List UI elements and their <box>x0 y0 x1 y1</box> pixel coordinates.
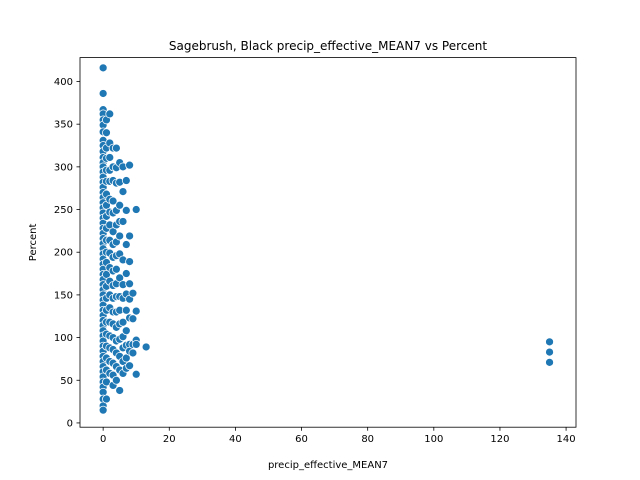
y-tick-label: 350 <box>54 120 73 131</box>
data-point <box>121 305 131 315</box>
data-point <box>115 231 125 241</box>
chart-title: Sagebrush, Black precip_effective_MEAN7 … <box>169 39 487 53</box>
x-tick-label: 140 <box>557 434 576 445</box>
data-point <box>121 206 131 215</box>
data-point <box>115 386 125 395</box>
data-point <box>125 279 134 289</box>
data-point <box>125 160 134 170</box>
data-point <box>121 176 131 185</box>
data-point <box>105 109 115 119</box>
data-point <box>111 143 121 153</box>
y-tick-label: 150 <box>54 290 73 301</box>
data-point <box>118 217 128 226</box>
y-axis-ticks: 0 50 100 150 200 250 300 350 400 <box>54 77 80 429</box>
data-point <box>125 361 134 371</box>
y-tick-label: 100 <box>54 333 73 344</box>
data-point <box>118 317 128 327</box>
data-point <box>141 342 151 352</box>
data-point <box>102 394 111 404</box>
plot-background <box>80 57 576 428</box>
data-point <box>131 306 141 316</box>
data-point <box>98 405 108 415</box>
data-point <box>128 288 138 298</box>
data-point <box>105 153 115 162</box>
x-tick-label: 0 <box>100 434 106 445</box>
y-tick-label: 50 <box>60 376 73 387</box>
y-tick-label: 200 <box>54 248 73 259</box>
data-point <box>125 231 134 241</box>
y-tick-label: 300 <box>54 162 73 173</box>
data-point <box>131 205 141 214</box>
data-point <box>128 348 138 358</box>
y-axis-label: Percent <box>28 224 39 262</box>
data-point <box>131 340 141 349</box>
data-point <box>131 369 141 379</box>
data-point <box>98 63 108 73</box>
data-point <box>125 257 134 266</box>
points-layer <box>98 63 554 415</box>
data-point <box>545 337 554 347</box>
axes-frame <box>79 57 577 428</box>
x-tick-label: 100 <box>424 434 443 445</box>
data-point <box>118 187 128 196</box>
data-point <box>545 347 554 357</box>
data-point <box>121 269 131 278</box>
x-axis-label: precip_effective_MEAN7 <box>268 460 388 471</box>
x-tick-label: 20 <box>163 434 176 445</box>
y-tick-label: 250 <box>54 205 73 216</box>
x-tick-label: 120 <box>490 434 509 445</box>
y-tick-label: 400 <box>54 77 73 88</box>
data-point <box>121 326 131 336</box>
plot-area <box>79 57 577 428</box>
y-tick-label: 0 <box>67 418 73 429</box>
x-tick-label: 80 <box>361 434 374 445</box>
data-point <box>545 357 554 367</box>
data-point <box>102 128 111 138</box>
x-tick-label: 40 <box>229 434 242 445</box>
data-point <box>128 314 138 324</box>
data-point <box>115 200 125 210</box>
data-point <box>121 240 131 249</box>
x-axis-ticks: 0 20 40 60 80 100 120 140 <box>100 427 576 445</box>
data-point <box>111 375 121 385</box>
x-tick-label: 60 <box>295 434 308 445</box>
data-point <box>108 196 118 206</box>
data-point <box>98 89 108 98</box>
data-point <box>111 264 121 274</box>
